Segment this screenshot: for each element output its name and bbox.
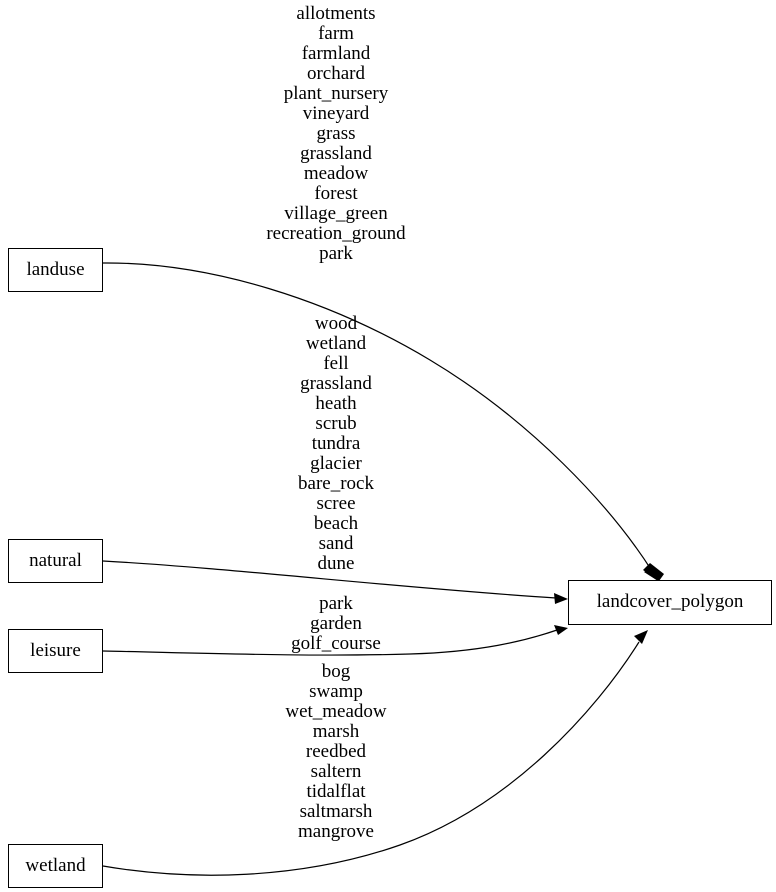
- edge-label-leisure: park garden golf_course: [136, 594, 536, 654]
- edge-wetland-to-landcover: [102, 641, 640, 876]
- edge-label-line: wood: [314, 313, 358, 334]
- edge-label-line: bare_rock: [298, 473, 374, 494]
- edge-label-line: sand: [318, 533, 354, 554]
- node-leisure-label: leisure: [30, 639, 81, 661]
- edge-label-line: vineyard: [302, 103, 370, 124]
- edge-label-landuse: allotments farm farmland orchard plant_nurse…: [136, 4, 536, 264]
- node-landuse[interactable]: landuse: [8, 248, 103, 292]
- edge-label-line: scrub: [315, 413, 357, 434]
- edge-label-line: heath: [315, 393, 357, 414]
- edge-label-line: saltmarsh: [299, 801, 373, 822]
- edge-label-line: glacier: [310, 453, 362, 474]
- arrowhead-natural: [554, 593, 568, 604]
- edge-label-line: grassland: [300, 373, 372, 394]
- edge-label-line: bog: [321, 661, 351, 682]
- edge-label-line: dune: [317, 553, 355, 574]
- edge-label-line: recreation_ground: [266, 223, 406, 244]
- edge-label-line: marsh: [312, 721, 360, 742]
- edge-landuse-to-landcover: [102, 262, 653, 572]
- node-landcover-polygon-label: landcover_polygon: [596, 591, 744, 612]
- node-wetland[interactable]: wetland: [8, 844, 103, 888]
- edge-label-line: allotments: [296, 3, 376, 24]
- edge-label-line: meadow: [303, 163, 369, 184]
- edge-label-line: wetland: [305, 333, 367, 354]
- edge-label-line: farmland: [301, 43, 371, 64]
- edge-label-line: orchard: [306, 63, 366, 84]
- edge-label-line: grassland: [300, 143, 372, 164]
- edge-label-line: scree: [316, 493, 356, 514]
- edge-label-line: beach: [313, 513, 359, 534]
- arrowhead-leisure: [554, 625, 568, 635]
- node-landuse-label: landuse: [26, 258, 85, 280]
- edge-label-line: tundra: [311, 433, 361, 454]
- edge-label-natural: wood wetland fell grassland heath scrub tundra…: [136, 314, 536, 574]
- edge-label-line: grass: [316, 123, 356, 144]
- edge-label-line: swamp: [309, 681, 363, 702]
- node-landcover-polygon[interactable]: landcover_polygon: [568, 580, 772, 625]
- edge-label-line: golf_course: [291, 633, 381, 654]
- edge-label-line: mangrove: [298, 821, 374, 842]
- edge-label-line: reedbed: [305, 741, 367, 762]
- edge-label-line: wet_meadow: [285, 701, 387, 722]
- edge-label-line: park: [319, 593, 353, 614]
- edge-label-line: plant_nursery: [283, 83, 389, 104]
- edge-leisure-to-landcover: [102, 629, 558, 656]
- edge-label-line: farm: [318, 23, 354, 44]
- edge-label-line: forest: [314, 183, 358, 204]
- edge-label-line: park: [319, 243, 353, 264]
- edge-label-line: village_green: [284, 203, 388, 224]
- edge-label-wetland: bog swamp wet_meadow marsh reedbed saltern tid…: [136, 662, 536, 842]
- edge-label-line: saltern: [310, 761, 362, 782]
- node-natural[interactable]: natural: [8, 539, 103, 583]
- arrowhead-wetland: [634, 630, 648, 644]
- node-leisure[interactable]: leisure: [8, 629, 103, 673]
- edge-label-line: garden: [310, 613, 362, 634]
- node-natural-label: natural: [29, 549, 82, 571]
- edge-label-line: tidalflat: [306, 781, 366, 802]
- arrowhead-landuse-2: [643, 563, 664, 581]
- edge-label-line: fell: [323, 353, 349, 374]
- node-wetland-label: wetland: [25, 854, 86, 876]
- edge-natural-to-landcover: [102, 560, 557, 599]
